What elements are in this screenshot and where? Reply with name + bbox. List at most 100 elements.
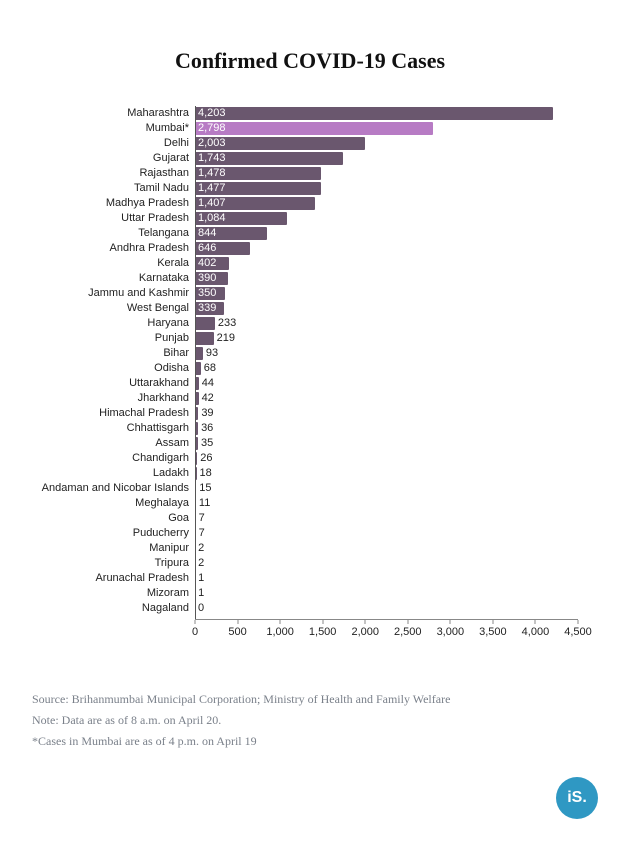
bar-row: Haryana233 — [195, 316, 578, 331]
bar-value-label: 68 — [204, 361, 216, 375]
bar — [195, 317, 215, 330]
bar-value-label: 2,003 — [198, 136, 226, 150]
bar-row: Goa7 — [195, 511, 578, 526]
bar-value-label: 646 — [198, 241, 216, 255]
x-tick-label: 4,500 — [564, 622, 592, 642]
bar-category-label: Uttarakhand — [129, 376, 189, 390]
bar-row: Nagaland0 — [195, 601, 578, 616]
x-tick-label: 3,500 — [479, 622, 507, 642]
bar-category-label: Rajasthan — [139, 166, 189, 180]
bar-value-label: 2 — [198, 556, 204, 570]
bar-row: Maharashtra4,203 — [195, 106, 578, 121]
bar-category-label: Odisha — [154, 361, 189, 375]
bar-category-label: Gujarat — [153, 151, 189, 165]
bar-value-label: 93 — [206, 346, 218, 360]
bar-category-label: Himachal Pradesh — [99, 406, 189, 420]
bar-value-label: 350 — [198, 286, 216, 300]
bar-category-label: Chandigarh — [132, 451, 189, 465]
bar-category-label: Meghalaya — [135, 496, 189, 510]
bar-row: Bihar93 — [195, 346, 578, 361]
bar-category-label: Nagaland — [142, 601, 189, 615]
bar-value-label: 18 — [200, 466, 212, 480]
bar-value-label: 1,743 — [198, 151, 226, 165]
x-tick-label: 1,000 — [266, 622, 294, 642]
bar-row: Karnataka390 — [195, 271, 578, 286]
bar-value-label: 339 — [198, 301, 216, 315]
bar-row: West Bengal339 — [195, 301, 578, 316]
chart-footer: Source: Brihanmumbai Municipal Corporati… — [32, 690, 588, 754]
bar — [195, 107, 553, 120]
bar-value-label: 1,477 — [198, 181, 226, 195]
bar-category-label: Mumbai* — [146, 121, 189, 135]
footer-asterisk: *Cases in Mumbai are as of 4 p.m. on Apr… — [32, 732, 588, 751]
bar-row: Chhattisgarh36 — [195, 421, 578, 436]
chart-plot: Maharashtra4,203Mumbai*2,798Delhi2,003Gu… — [195, 106, 578, 620]
bar-category-label: Karnataka — [139, 271, 189, 285]
bar-row: Gujarat1,743 — [195, 151, 578, 166]
bar-category-label: Goa — [168, 511, 189, 525]
bar-value-label: 39 — [201, 406, 213, 420]
bar-value-label: 26 — [200, 451, 212, 465]
bar-value-label: 233 — [218, 316, 236, 330]
bar-value-label: 1,407 — [198, 196, 226, 210]
bar-category-label: Maharashtra — [127, 106, 189, 120]
bar-row: Assam35 — [195, 436, 578, 451]
bar-category-label: Puducherry — [133, 526, 189, 540]
bar-value-label: 44 — [202, 376, 214, 390]
bar-value-label: 35 — [201, 436, 213, 450]
bar-row: Rajasthan1,478 — [195, 166, 578, 181]
x-tick-label: 500 — [228, 622, 246, 642]
bar-row: Jharkhand42 — [195, 391, 578, 406]
bar-category-label: Telangana — [138, 226, 189, 240]
bar-value-label: 11 — [199, 496, 210, 510]
x-tick-label: 4,000 — [522, 622, 550, 642]
bar-category-label: Punjab — [155, 331, 189, 345]
bar-highlight — [195, 122, 433, 135]
bar-row: Madhya Pradesh1,407 — [195, 196, 578, 211]
bar-row: Kerala402 — [195, 256, 578, 271]
x-tick-label: 1,500 — [309, 622, 337, 642]
chart-title: Confirmed COVID-19 Cases — [0, 0, 620, 106]
bar-category-label: Arunachal Pradesh — [95, 571, 189, 585]
bar-row: Mumbai*2,798 — [195, 121, 578, 136]
bar-value-label: 7 — [199, 526, 205, 540]
bar-category-label: Tamil Nadu — [134, 181, 189, 195]
bar-value-label: 1,478 — [198, 166, 226, 180]
bar-value-label: 390 — [198, 271, 216, 285]
bar-row: Jammu and Kashmir350 — [195, 286, 578, 301]
bar-row: Tamil Nadu1,477 — [195, 181, 578, 196]
bar-row: Ladakh18 — [195, 466, 578, 481]
bar-category-label: Tripura — [155, 556, 189, 570]
bar-value-label: 402 — [198, 256, 216, 270]
bar-category-label: Manipur — [149, 541, 189, 555]
bar-category-label: Kerala — [157, 256, 189, 270]
x-tick-label: 2,000 — [351, 622, 379, 642]
chart-area: Maharashtra4,203Mumbai*2,798Delhi2,003Gu… — [195, 106, 578, 642]
brand-logo-text: iS. — [567, 789, 587, 807]
bar — [195, 332, 214, 345]
bar-value-label: 1,084 — [198, 211, 226, 225]
bar-value-label: 15 — [199, 481, 211, 495]
bar-row: Odisha68 — [195, 361, 578, 376]
bar-value-label: 844 — [198, 226, 216, 240]
bar-value-label: 4,203 — [198, 106, 226, 120]
bar-value-label: 1 — [198, 586, 204, 600]
bar-category-label: Jharkhand — [138, 391, 189, 405]
bar-row: Punjab219 — [195, 331, 578, 346]
bar-category-label: Madhya Pradesh — [106, 196, 189, 210]
brand-logo-icon: iS. — [556, 777, 598, 819]
bar-value-label: 1 — [198, 571, 204, 585]
bar — [195, 347, 203, 360]
bar-row: Telangana844 — [195, 226, 578, 241]
bar-row: Mizoram1 — [195, 586, 578, 601]
x-tick-label: 2,500 — [394, 622, 422, 642]
bar-row: Delhi2,003 — [195, 136, 578, 151]
bar-row: Uttarakhand44 — [195, 376, 578, 391]
bar-category-label: Bihar — [163, 346, 189, 360]
bar-row: Uttar Pradesh1,084 — [195, 211, 578, 226]
x-tick-label: 3,000 — [437, 622, 465, 642]
bar-category-label: Mizoram — [147, 586, 189, 600]
bar-category-label: Assam — [155, 436, 189, 450]
bar-row: Chandigarh26 — [195, 451, 578, 466]
bar-row: Tripura2 — [195, 556, 578, 571]
